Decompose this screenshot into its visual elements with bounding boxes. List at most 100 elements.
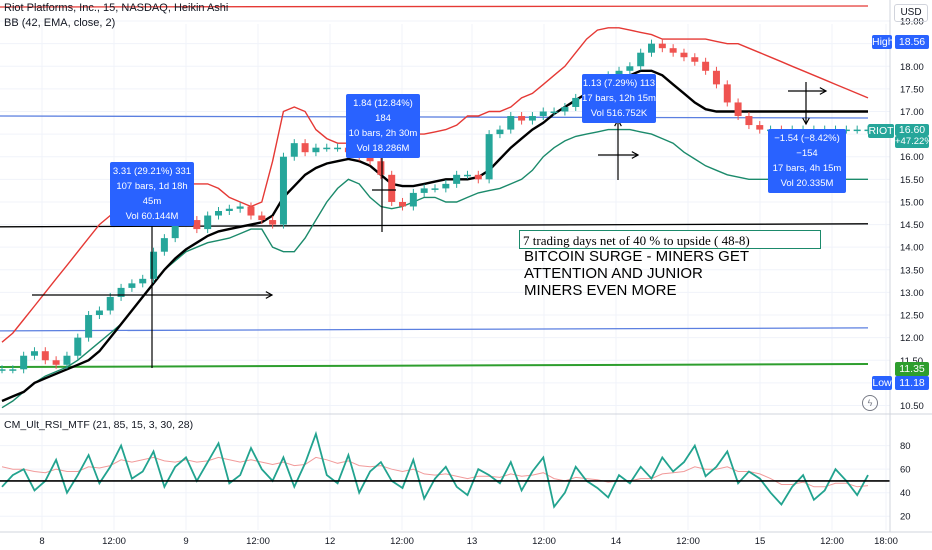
price-tick-label: 10.50 <box>900 401 924 412</box>
measure-2-bars: 10 bars, 2h 30m <box>348 128 418 139</box>
time-tick-label: 15 <box>755 536 766 547</box>
measure-4-change: −1.54 (−8.42%) −154 <box>774 133 840 159</box>
time-tick-label: 12:00 <box>532 536 556 547</box>
measure-2-change: 1.84 (12.84%) 184 <box>353 98 413 124</box>
measure-arrow-horizontal-3-head <box>631 151 640 159</box>
candle-body <box>745 116 753 126</box>
rsi-pane <box>0 430 890 517</box>
candle-body <box>9 369 17 371</box>
time-tick-label: 12:00 <box>102 536 126 547</box>
price-tick-label: 15.50 <box>900 175 924 186</box>
rsi-tick-label: 60 <box>900 465 911 476</box>
candle-body <box>518 116 526 121</box>
price-tick-label: 13.50 <box>900 265 924 276</box>
candle-body <box>41 351 49 361</box>
candle-body <box>658 43 666 49</box>
candle-body <box>615 70 623 76</box>
candle-body <box>723 84 731 103</box>
ticker-tag: RIOT <box>868 124 894 138</box>
oscillator-label[interactable]: CM_Ult_RSI_MTF (21, 85, 15, 3, 30, 28) <box>4 419 194 431</box>
time-tick-label: 14 <box>611 536 622 547</box>
measure-box-2[interactable]: 1.84 (12.84%) 184 10 bars, 2h 30m Vol 18… <box>346 94 420 158</box>
rsi-tick-label: 20 <box>900 512 911 523</box>
time-tick-label: 12 <box>325 536 336 547</box>
candle-body <box>496 129 504 135</box>
candle-body <box>669 48 677 53</box>
candle-body <box>474 174 482 180</box>
candle-body <box>463 174 471 177</box>
candle-body <box>150 251 158 279</box>
candle-body <box>290 143 298 157</box>
price-tick-label: 12.50 <box>900 311 924 322</box>
indicator-label[interactable]: BB (42, EMA, close, 2) <box>4 17 116 29</box>
measure-1-volume: Vol 60.144M <box>125 211 179 222</box>
level-value: 11.35 <box>895 362 929 376</box>
candle-body <box>193 220 201 230</box>
price-tick-label: 15.00 <box>900 197 924 208</box>
level-line <box>0 115 869 119</box>
candle-body <box>204 215 212 230</box>
price-tick-label: 14.50 <box>900 220 924 231</box>
headline-line-2: ATTENTION AND JUNIOR <box>524 265 703 282</box>
price-tick-label: 16.00 <box>900 152 924 163</box>
time-tick-label: 12:00 <box>246 536 270 547</box>
candle-body <box>236 206 244 209</box>
measure-4-volume: Vol 20.335M <box>780 178 834 189</box>
candle-body <box>648 43 655 53</box>
measure-box-4[interactable]: −1.54 (−8.42%) −154 17 bars, 4h 15m Vol … <box>768 129 846 193</box>
candle-body <box>561 106 569 112</box>
candle-body <box>279 156 287 225</box>
measure-3-volume: Vol 516.752K <box>590 108 648 119</box>
price-tick-label: 18.00 <box>900 62 924 73</box>
candle-body <box>258 215 266 221</box>
candle-body <box>63 355 71 365</box>
candle-body <box>712 70 720 85</box>
candle-body <box>399 201 407 207</box>
change-percent: +47.22% <box>895 136 932 148</box>
price-tick-label: 13.00 <box>900 288 924 299</box>
candle-body <box>637 52 645 67</box>
candle-body <box>0 369 6 371</box>
candle-body <box>74 337 82 356</box>
time-tick-label: 13 <box>467 536 478 547</box>
candle-body <box>95 310 103 316</box>
flash-icon[interactable]: ϟ <box>862 395 878 411</box>
price-tick-label: 17.50 <box>900 84 924 95</box>
candle-body <box>572 97 580 107</box>
candle-body <box>312 147 320 153</box>
rsi-tick-label: 40 <box>900 488 911 499</box>
candle-body <box>409 192 417 207</box>
last-price: 16.60 <box>895 124 929 136</box>
measure-box-1[interactable]: 3.31 (29.21%) 331 107 bars, 1d 18h 45m V… <box>110 162 194 226</box>
price-tick-label: 19.00 <box>900 17 924 28</box>
candle-body <box>539 111 547 117</box>
high-tag: High <box>872 35 894 49</box>
horizontal-levels <box>0 5 869 369</box>
measure-box-3[interactable]: 1.13 (7.29%) 113 17 bars, 12h 15m Vol 51… <box>582 74 656 123</box>
rsi-signal-line <box>1 456 869 488</box>
low-value: 11.18 <box>895 376 929 390</box>
candle-body <box>128 283 136 288</box>
time-tick-label: 12:00 <box>820 536 844 547</box>
boxed-note[interactable]: 7 trading days net of 40 % to upside ( 4… <box>519 230 821 249</box>
candle-body <box>680 52 688 58</box>
measure-arrow-vertical-4-head <box>802 117 810 126</box>
time-tick-label: 18:00 <box>874 536 898 547</box>
candle-body <box>247 206 255 216</box>
time-tick-label: 8 <box>39 536 44 547</box>
candle-body <box>453 174 461 184</box>
rsi-tick-label: 80 <box>900 441 911 452</box>
candle-body <box>85 315 93 338</box>
candle-body <box>171 220 179 239</box>
currency-button[interactable]: USD <box>894 4 928 22</box>
candle-body <box>420 188 428 193</box>
candle-body <box>842 129 850 132</box>
candle-body <box>528 116 536 121</box>
candle-body <box>139 278 147 284</box>
candle-body <box>334 147 342 150</box>
candle-body <box>442 183 450 189</box>
candle-body <box>853 129 861 132</box>
top-level-line <box>0 5 869 8</box>
